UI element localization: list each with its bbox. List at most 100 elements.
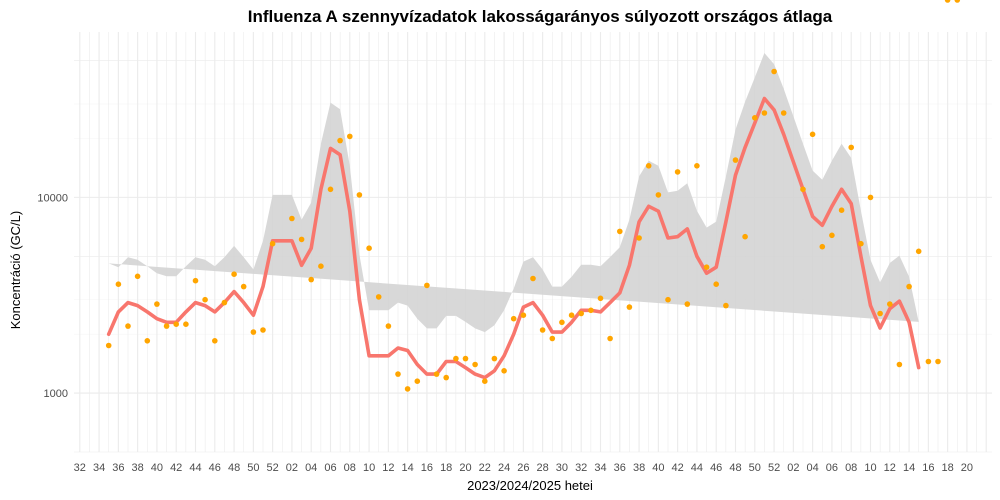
x-tick-label: 52 xyxy=(768,462,780,474)
x-tick-label: 02 xyxy=(286,462,298,474)
x-tick-label: 46 xyxy=(710,462,722,474)
x-tick-label: 42 xyxy=(671,462,683,474)
x-tick-label: 50 xyxy=(247,462,259,474)
trend-line xyxy=(106,96,921,380)
chart-title: Influenza A szennyvízadatok lakosságarán… xyxy=(248,7,833,26)
data-point xyxy=(318,263,324,270)
x-tick-label: 08 xyxy=(344,462,356,474)
x-tick-label: 14 xyxy=(903,462,915,474)
data-point xyxy=(915,248,922,255)
x-tick-label: 20 xyxy=(961,462,973,474)
x-tick-label: 40 xyxy=(151,462,163,474)
data-point xyxy=(761,110,768,116)
x-tick-label: 10 xyxy=(363,462,375,474)
y-axis-ticks: 1000 10000 xyxy=(37,192,68,400)
data-point xyxy=(597,295,604,302)
data-point xyxy=(665,296,671,303)
data-point xyxy=(144,338,151,344)
data-point xyxy=(655,192,662,198)
data-point xyxy=(327,186,334,193)
data-point xyxy=(510,315,517,322)
data-point xyxy=(491,355,498,362)
data-point xyxy=(867,194,874,201)
x-tick-label: 38 xyxy=(131,462,143,474)
x-tick-label: 10 xyxy=(864,462,876,474)
data-point xyxy=(308,276,315,283)
data-point xyxy=(105,342,112,349)
data-point xyxy=(954,0,961,3)
data-point xyxy=(240,283,247,290)
data-point xyxy=(896,361,903,368)
data-point xyxy=(221,299,228,306)
x-tick-label: 16 xyxy=(421,462,433,474)
y-axis-label: Koncentráció (GC/L) xyxy=(8,211,23,330)
data-point xyxy=(723,302,729,309)
data-point xyxy=(877,310,883,317)
x-tick-label: 44 xyxy=(189,462,201,474)
data-point xyxy=(674,169,681,175)
x-tick-label: 18 xyxy=(941,462,953,474)
data-point xyxy=(713,281,719,288)
data-point xyxy=(520,312,527,319)
data-point xyxy=(732,157,739,163)
data-point xyxy=(433,371,440,377)
data-point xyxy=(694,163,700,169)
data-point xyxy=(231,271,237,278)
data-point xyxy=(125,323,131,329)
data-point xyxy=(154,301,160,307)
x-tick-label: 02 xyxy=(787,462,799,474)
data-point xyxy=(163,323,170,329)
x-tick-label: 46 xyxy=(209,462,221,474)
x-axis-label: 2023/2024/2025 hetei xyxy=(467,478,593,493)
x-tick-label: 38 xyxy=(633,462,645,474)
x-tick-label: 36 xyxy=(112,462,124,474)
y-tick-label: 1000 xyxy=(44,388,68,400)
data-point xyxy=(742,233,748,240)
data-point xyxy=(289,215,295,222)
x-tick-label: 04 xyxy=(806,462,818,474)
data-point xyxy=(134,273,141,280)
x-tick-label: 44 xyxy=(691,462,703,474)
y-tick-label: 10000 xyxy=(37,192,68,204)
data-point xyxy=(578,310,584,317)
x-tick-label: 48 xyxy=(729,462,741,474)
x-tick-label: 26 xyxy=(517,462,529,474)
x-tick-label: 34 xyxy=(93,462,105,474)
x-tick-label: 18 xyxy=(440,462,452,474)
data-point xyxy=(645,163,652,169)
data-point xyxy=(539,327,546,333)
x-tick-label: 32 xyxy=(575,462,587,474)
data-point xyxy=(424,282,430,289)
x-tick-label: 12 xyxy=(884,462,896,474)
x-tick-label: 16 xyxy=(922,462,934,474)
data-point xyxy=(771,68,777,75)
data-point xyxy=(212,338,218,344)
trend-line-path xyxy=(106,96,921,380)
x-tick-label: 20 xyxy=(459,462,471,474)
data-point xyxy=(414,378,421,385)
data-point xyxy=(501,368,507,374)
x-tick-label: 28 xyxy=(536,462,548,474)
data-point xyxy=(819,243,826,250)
x-tick-label: 24 xyxy=(498,462,510,474)
x-tick-label: 48 xyxy=(228,462,240,474)
data-point xyxy=(269,240,276,247)
x-tick-label: 42 xyxy=(170,462,182,474)
data-point xyxy=(250,329,257,335)
data-point xyxy=(944,0,951,3)
x-axis-ticks: 32 34 36 38 40 42 44 46 48 50 52 02 04 06 08 10 12 14 16 18… xyxy=(74,462,973,474)
data-point xyxy=(703,264,710,271)
data-point xyxy=(375,294,382,300)
data-point xyxy=(925,358,932,365)
x-tick-label: 04 xyxy=(305,462,317,474)
x-tick-label: 08 xyxy=(845,462,857,474)
data-point xyxy=(887,301,893,307)
x-tick-label: 14 xyxy=(401,462,413,474)
data-point xyxy=(337,137,343,144)
data-point xyxy=(173,321,179,328)
data-point xyxy=(626,304,633,310)
data-point xyxy=(404,386,411,392)
x-tick-label: 22 xyxy=(479,462,491,474)
data-point xyxy=(809,131,816,138)
x-tick-label: 40 xyxy=(652,462,664,474)
